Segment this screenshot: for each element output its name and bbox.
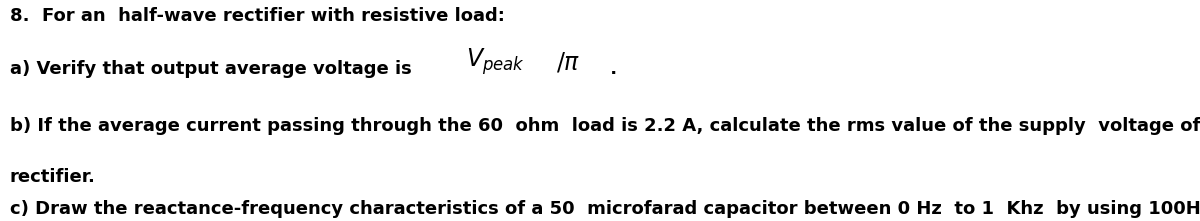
Text: .: . [604, 60, 617, 78]
Text: rectifier.: rectifier. [10, 168, 96, 186]
Text: 8.  For an  half-wave rectifier with resistive load:: 8. For an half-wave rectifier with resis… [10, 7, 504, 25]
Text: $/ \pi$: $/ \pi$ [556, 51, 580, 75]
Text: a) Verify that output average voltage is: a) Verify that output average voltage is [10, 60, 424, 78]
Text: $\mathit{V}_{peak}$: $\mathit{V}_{peak}$ [466, 46, 524, 77]
Text: b) If the average current passing through the 60  ohm  load is 2.2 A, calculate : b) If the average current passing throug… [10, 117, 1200, 135]
Text: c) Draw the reactance-frequency characteristics of a 50  microfarad capacitor be: c) Draw the reactance-frequency characte… [10, 200, 1200, 218]
